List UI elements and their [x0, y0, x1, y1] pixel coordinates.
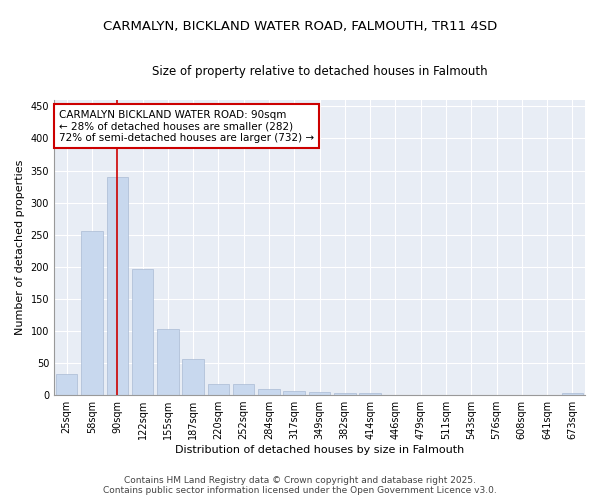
Text: CARMALYN BICKLAND WATER ROAD: 90sqm
← 28% of detached houses are smaller (282)
7: CARMALYN BICKLAND WATER ROAD: 90sqm ← 28…: [59, 110, 314, 143]
Bar: [562, 393, 583, 395]
Text: CARMALYN, BICKLAND WATER ROAD, FALMOUTH, TR11 4SD: CARMALYN, BICKLAND WATER ROAD, FALMOUTH,…: [103, 20, 497, 33]
Bar: [182, 358, 204, 395]
Text: Contains HM Land Registry data © Crown copyright and database right 2025.
Contai: Contains HM Land Registry data © Crown c…: [103, 476, 497, 495]
Bar: [208, 384, 229, 395]
Bar: [233, 384, 254, 395]
Bar: [56, 374, 77, 395]
Bar: [334, 393, 356, 395]
X-axis label: Distribution of detached houses by size in Falmouth: Distribution of detached houses by size …: [175, 445, 464, 455]
Bar: [283, 390, 305, 395]
Y-axis label: Number of detached properties: Number of detached properties: [15, 160, 25, 335]
Bar: [157, 329, 179, 395]
Bar: [309, 392, 330, 395]
Bar: [81, 231, 103, 395]
Bar: [132, 270, 153, 395]
Bar: [359, 393, 381, 395]
Bar: [258, 390, 280, 395]
Title: Size of property relative to detached houses in Falmouth: Size of property relative to detached ho…: [152, 65, 487, 78]
Bar: [107, 177, 128, 395]
